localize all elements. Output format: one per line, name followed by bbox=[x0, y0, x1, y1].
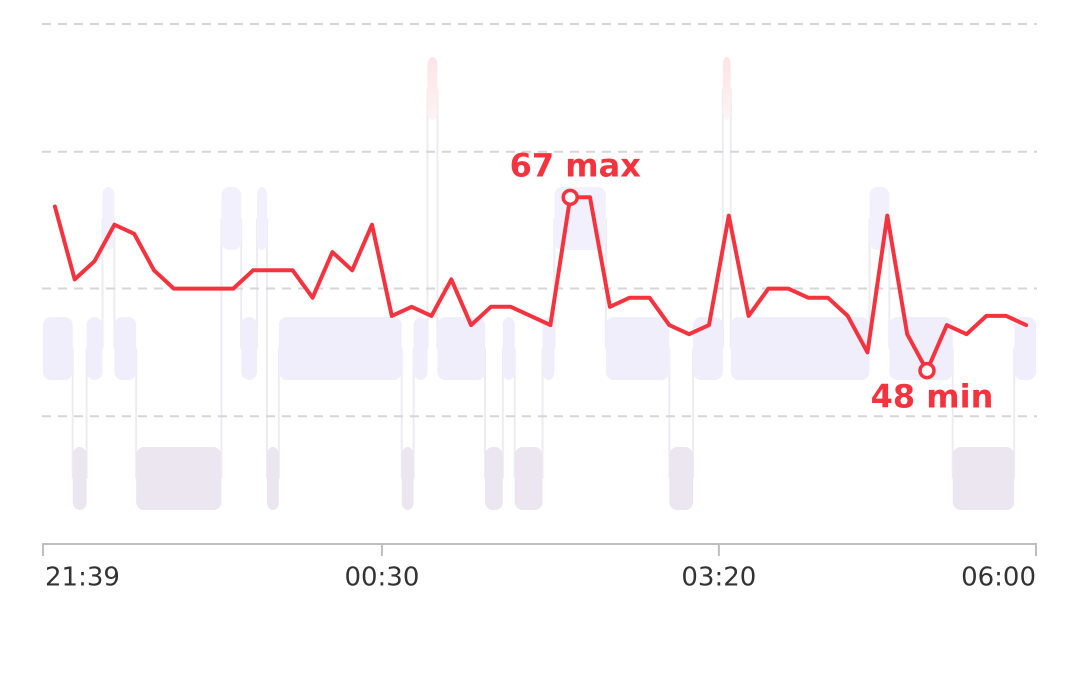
stage-band bbox=[437, 317, 485, 380]
min-marker bbox=[918, 361, 936, 380]
sleep-stages bbox=[43, 57, 1036, 510]
stage-band bbox=[43, 317, 73, 380]
stage-band bbox=[86, 317, 103, 380]
stage-band bbox=[502, 317, 515, 380]
stage-band bbox=[413, 317, 428, 380]
stage-band bbox=[1014, 317, 1036, 380]
min-label: 48 min bbox=[871, 378, 994, 416]
max-marker bbox=[561, 188, 579, 207]
x-axis: 21:39 00:30 03:20 06:00 bbox=[42, 543, 1037, 593]
stage-band bbox=[401, 447, 414, 510]
stage-band bbox=[542, 317, 555, 380]
x-tick-label: 03:20 bbox=[681, 563, 756, 593]
x-tick-label: 00:30 bbox=[344, 563, 419, 593]
x-tick-label: 06:00 bbox=[961, 563, 1036, 593]
stage-band bbox=[722, 57, 731, 120]
stage-band bbox=[114, 317, 137, 380]
stage-band bbox=[605, 317, 670, 380]
stage-band bbox=[72, 447, 87, 510]
heart-rate-line bbox=[52, 195, 1029, 373]
stage-band bbox=[484, 447, 503, 510]
stage-band bbox=[427, 57, 438, 120]
stage-band bbox=[266, 447, 279, 510]
plot: 67 max 48 min bbox=[52, 146, 1029, 416]
stage-band bbox=[669, 447, 694, 510]
x-tick-label: 21:39 bbox=[45, 563, 120, 593]
stage-band bbox=[136, 447, 222, 510]
stage-band bbox=[241, 317, 258, 380]
stage-band bbox=[693, 317, 723, 380]
stage-band bbox=[257, 187, 267, 250]
stage-band bbox=[278, 317, 402, 380]
stage-band bbox=[730, 317, 870, 380]
stage-band bbox=[952, 447, 1015, 510]
stage-band bbox=[514, 447, 543, 510]
max-label: 67 max bbox=[510, 146, 642, 184]
stage-band bbox=[221, 187, 242, 250]
